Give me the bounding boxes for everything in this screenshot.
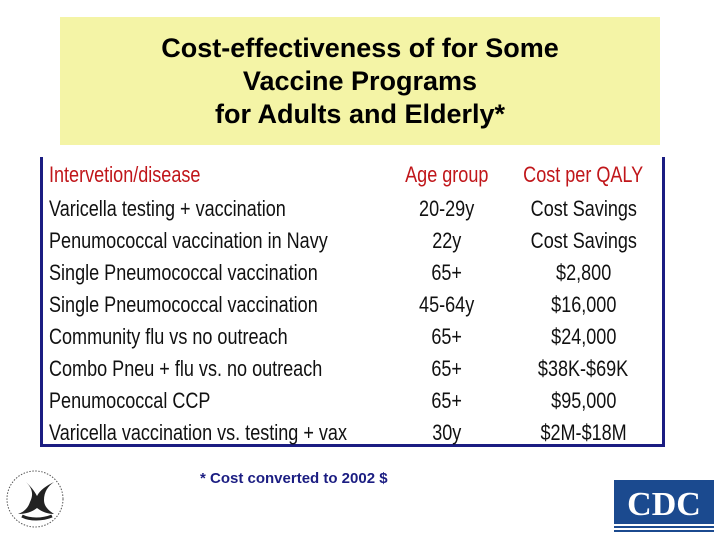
cost-cell: $24,000 bbox=[550, 324, 617, 349]
table-header-row: Intervetion/disease Age group Cost per Q… bbox=[43, 157, 662, 193]
table-row: Varicella vaccination vs. testing + vax … bbox=[43, 417, 662, 449]
intervention-cell: Combo Pneu + flu vs. no outreach bbox=[49, 356, 323, 381]
age-group-cell: 65+ bbox=[431, 388, 462, 413]
header-cost-per-qaly: Cost per QALY bbox=[523, 162, 644, 187]
age-group-cell: 65+ bbox=[431, 324, 462, 349]
intervention-cell: Community flu vs no outreach bbox=[49, 324, 288, 349]
cost-cell: Cost Savings bbox=[530, 196, 637, 221]
table-row: Single Pneumococcal vaccination 65+ $2,8… bbox=[43, 257, 662, 289]
table-row: Single Pneumococcal vaccination 45-64y $… bbox=[43, 289, 662, 321]
title-line-3: for Adults and Elderly* bbox=[214, 98, 506, 129]
table-row: Penumococcal vaccination in Navy 22y Cos… bbox=[43, 225, 662, 257]
footnote: * Cost converted to 2002 $ bbox=[200, 470, 388, 487]
age-group-cell: 30y bbox=[431, 420, 462, 445]
cost-cell: $2,800 bbox=[555, 260, 612, 285]
table-row: Community flu vs no outreach 65+ $24,000 bbox=[43, 321, 662, 353]
title-box: Cost-effectiveness of for Some Vaccine P… bbox=[60, 17, 660, 145]
intervention-cell: Single Pneumococcal vaccination bbox=[49, 292, 318, 317]
table-row: Combo Pneu + flu vs. no outreach 65+ $38… bbox=[43, 353, 662, 385]
intervention-cell: Varicella testing + vaccination bbox=[49, 196, 286, 221]
age-group-cell: 65+ bbox=[431, 260, 462, 285]
intervention-cell: Penumococcal vaccination in Navy bbox=[49, 228, 328, 253]
svg-text:CDC: CDC bbox=[627, 486, 701, 523]
cost-cell: $16,000 bbox=[550, 292, 617, 317]
header-intervention: Intervetion/disease bbox=[49, 162, 201, 187]
intervention-cell: Single Pneumococcal vaccination bbox=[49, 260, 318, 285]
age-group-cell: 65+ bbox=[431, 356, 462, 381]
cdc-logo-icon: CDC bbox=[612, 478, 716, 534]
age-group-cell: 22y bbox=[431, 228, 462, 253]
intervention-cell: Penumococcal CCP bbox=[49, 388, 211, 413]
header-age-group: Age group bbox=[404, 162, 489, 187]
intervention-cell: Varicella vaccination vs. testing + vax bbox=[49, 420, 347, 445]
cost-cell: $2M-$18M bbox=[540, 420, 627, 445]
cost-table: Intervetion/disease Age group Cost per Q… bbox=[40, 157, 665, 447]
table-row: Varicella testing + vaccination 20-29y C… bbox=[43, 193, 662, 225]
cost-cell: Cost Savings bbox=[530, 228, 637, 253]
hhs-seal-icon bbox=[6, 470, 64, 528]
title-line-2: Vaccine Programs bbox=[242, 65, 478, 96]
cost-cell: $95,000 bbox=[550, 388, 617, 413]
cost-cell: $38K-$69K bbox=[538, 356, 629, 381]
age-group-cell: 45-64y bbox=[418, 292, 475, 317]
table-row: Penumococcal CCP 65+ $95,000 bbox=[43, 385, 662, 417]
age-group-cell: 20-29y bbox=[418, 196, 475, 221]
title-line-1: Cost-effectiveness of for Some bbox=[161, 32, 559, 63]
